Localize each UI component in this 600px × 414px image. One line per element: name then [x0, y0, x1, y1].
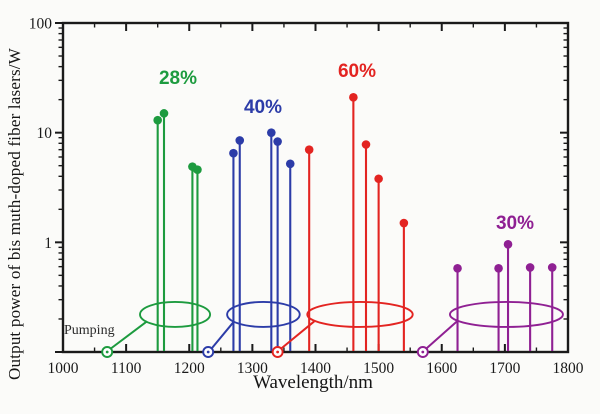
data-point	[525, 263, 535, 272]
x-tick-label: 1000	[48, 360, 79, 377]
y-tick-label: 10	[37, 125, 53, 142]
pump-band-ellipse	[139, 300, 212, 328]
data-point	[235, 136, 245, 145]
data-point	[361, 140, 371, 149]
data-point	[547, 263, 557, 272]
pump-band-ellipse	[306, 300, 414, 328]
data-point	[349, 93, 358, 102]
pump-marker-dot	[421, 350, 425, 354]
pump-connector-line	[425, 320, 458, 350]
pump-marker-dot	[105, 350, 109, 354]
data-point	[304, 145, 314, 154]
data-point	[285, 159, 295, 169]
x-tick-label: 1200	[174, 360, 205, 377]
x-tick-label: 1800	[553, 360, 584, 377]
data-point	[193, 165, 202, 174]
y-tick-label: 100	[29, 16, 53, 33]
data-point	[503, 239, 513, 249]
y-tick-label: 1	[44, 235, 52, 252]
data-point	[267, 128, 276, 137]
data-point	[273, 137, 282, 146]
x-tick-label: 1500	[363, 360, 394, 377]
x-tick-label: 1300	[237, 360, 268, 377]
data-point	[229, 148, 238, 158]
data-point	[159, 109, 169, 118]
x-tick-label: 1700	[489, 360, 520, 377]
x-tick-label: 1400	[300, 360, 331, 377]
series-30%	[416, 239, 564, 358]
pump-connector-line	[109, 320, 148, 350]
data-point	[494, 263, 503, 273]
pump-band-ellipse	[449, 300, 564, 328]
series-40%	[202, 128, 301, 358]
pump-connector-line	[210, 320, 235, 350]
data-point	[453, 263, 462, 273]
data-point	[153, 115, 162, 125]
series-60%	[271, 93, 414, 358]
series-28%	[101, 109, 212, 358]
pump-marker-dot	[206, 350, 210, 354]
data-point	[374, 174, 383, 184]
data-point	[399, 218, 409, 228]
x-tick-label: 1600	[426, 360, 457, 377]
pump-marker-dot	[276, 350, 280, 354]
x-tick-label: 1100	[111, 360, 142, 377]
pump-band-ellipse	[226, 300, 301, 328]
